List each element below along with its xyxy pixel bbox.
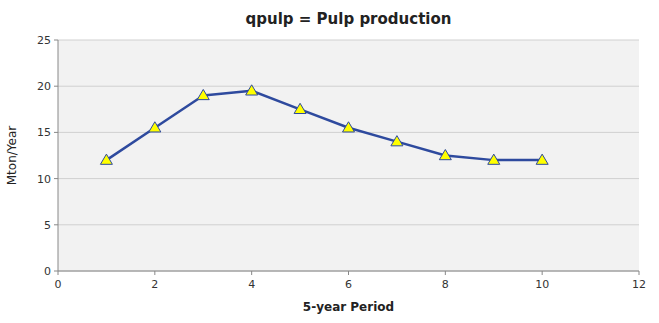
tick-label: 12: [632, 278, 646, 291]
point: [488, 154, 500, 164]
tick-label: 10: [535, 278, 549, 291]
point: [246, 85, 258, 95]
plot-background: [58, 40, 639, 271]
tick-label: 6: [345, 278, 352, 291]
tick-label: 25: [37, 34, 51, 47]
tick-mark: [54, 224, 58, 225]
tick-mark: [54, 40, 58, 41]
x-axis: [58, 271, 639, 272]
y-axis-label: Mton/Year: [5, 126, 19, 186]
line: [106, 91, 542, 160]
tick-mark: [58, 271, 59, 275]
point: [100, 154, 112, 164]
grid-line: [58, 224, 639, 225]
tick-label: 20: [37, 80, 51, 93]
point: [343, 122, 355, 132]
point: [294, 103, 306, 113]
point: [391, 136, 403, 146]
tick-mark: [251, 271, 252, 275]
point: [149, 122, 161, 132]
point: [439, 150, 451, 160]
title: qpulp = Pulp production: [246, 10, 452, 28]
tick-mark: [445, 271, 446, 275]
chart: 0 5 10 15 20 25 0 2 4 6 8 10 12 qpulp = Pulp producti…: [0, 0, 659, 323]
grid-line: [58, 271, 639, 272]
grid-line: [58, 86, 639, 87]
tick-mark: [542, 271, 543, 275]
tick-label: 0: [55, 278, 62, 291]
tick-mark: [154, 271, 155, 275]
y-axis: [58, 40, 59, 271]
series: [100, 85, 548, 165]
x-axis-label: 5-year Period: [303, 300, 394, 314]
tick-mark: [639, 271, 640, 275]
tick-mark: [348, 271, 349, 275]
tick-mark: [54, 271, 58, 272]
tick-label: 15: [37, 126, 51, 139]
tick-label: 4: [248, 278, 255, 291]
tick-label: 8: [442, 278, 449, 291]
grid-line: [58, 40, 639, 41]
tick-mark: [54, 86, 58, 87]
tick-label: 0: [44, 265, 51, 278]
tick-label: 2: [151, 278, 158, 291]
point: [197, 89, 209, 99]
tick-mark: [54, 132, 58, 133]
grid-line: [58, 178, 639, 179]
tick-mark: [54, 178, 58, 179]
tick-label: 10: [37, 173, 51, 186]
tick-label: 5: [44, 219, 51, 232]
point: [536, 154, 548, 164]
